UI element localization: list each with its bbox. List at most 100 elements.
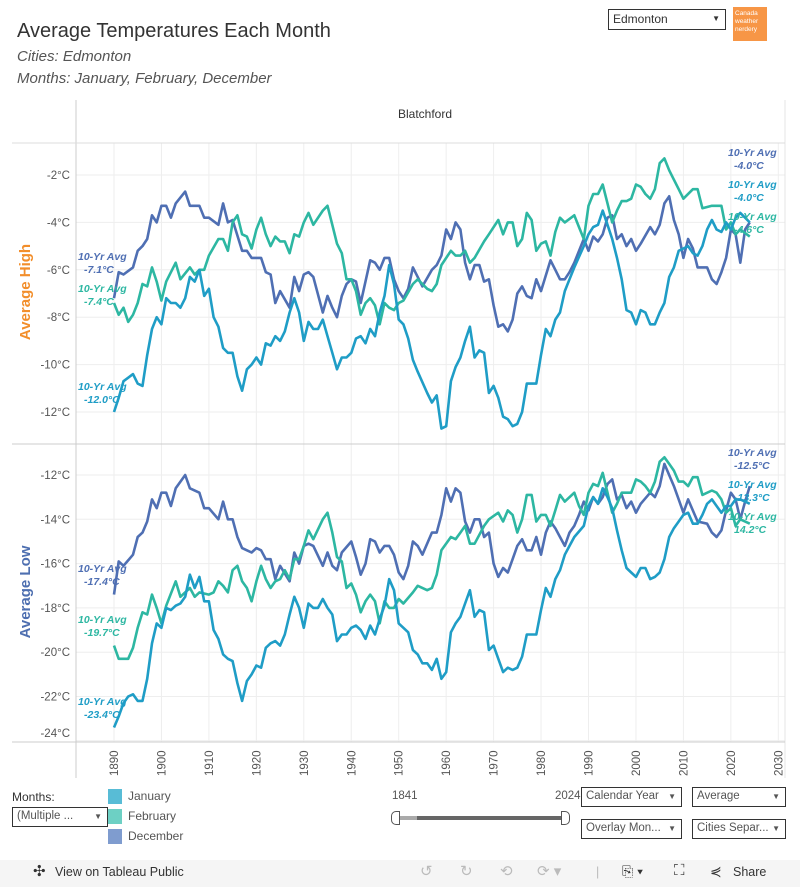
avg-value-start: -7.4°C	[84, 296, 114, 308]
y-tick-label: -14°C	[40, 514, 70, 526]
series-line-december	[112, 462, 752, 595]
y-tick-label: -2°C	[47, 170, 70, 182]
avg-value-end: -4.0°C	[734, 160, 764, 172]
avg-value-end: -4.0°C	[734, 192, 764, 204]
y-tick-label: -8°C	[47, 312, 70, 324]
y-tick-label: -6°C	[47, 265, 70, 277]
x-tick-label: 2030	[773, 750, 785, 776]
share-button[interactable]: Share	[733, 865, 767, 879]
months-filter-label: Months:	[12, 790, 55, 804]
y-tick-label: -12°C	[40, 407, 70, 419]
chevron-down-icon: ▼	[712, 14, 720, 23]
redo-icon[interactable]: ↻	[460, 863, 473, 880]
series-line-february	[112, 456, 751, 661]
y-tick-label: -20°C	[40, 647, 70, 659]
logo[interactable]: Canada weather nerdery	[733, 7, 767, 41]
calendar-dropdown[interactable]: Calendar Year ▼	[581, 787, 682, 807]
undo-icon[interactable]: ↺	[420, 863, 433, 880]
avg-label-start: 10-Yr Avg	[78, 381, 127, 393]
cities-dropdown[interactable]: Cities Separ... ▼	[692, 819, 786, 839]
x-tick-label: 1910	[204, 750, 216, 776]
months-dropdown-value: (Multiple ...	[17, 810, 74, 822]
legend-swatch	[108, 789, 122, 805]
x-tick-label: 1970	[489, 750, 501, 776]
avg-value-start: -7.1°C	[84, 264, 114, 276]
slider-handle-min[interactable]	[391, 811, 400, 825]
gridlines	[76, 143, 785, 742]
series-line-february	[112, 157, 751, 326]
axes: -2°C -4°C -6°C -8°C -10°C -12°C Average High -1…	[17, 170, 785, 776]
avg-value-start: -23.4°C	[84, 709, 120, 721]
legend-item-january[interactable]: January	[108, 789, 171, 805]
share-icon[interactable]: ⋞	[710, 863, 722, 879]
avg-label-start: 10-Yr Avg	[78, 614, 127, 626]
aggregate-dropdown[interactable]: Average ▼	[692, 787, 786, 807]
avg-value-end: -4.6°C	[734, 224, 764, 236]
avg-label-end: 10-Yr Avg	[728, 147, 777, 159]
city-dropdown-value: Edmonton	[613, 12, 668, 26]
x-tick-label: 1940	[346, 750, 358, 776]
x-tick-label: 1980	[536, 750, 548, 776]
avg-label-start: 10-Yr Avg	[78, 563, 127, 575]
avg-label-end: 10-Yr Avg	[728, 179, 777, 191]
legend-label: December	[128, 829, 184, 843]
cities-dropdown-value: Cities Separ...	[697, 822, 769, 834]
avg-value-start: -12.0°C	[84, 394, 120, 406]
page-title: Average Temperatures Each Month	[17, 20, 331, 42]
overlay-dropdown-value: Overlay Mon...	[586, 822, 661, 834]
cities-subtitle: Cities: Edmonton	[17, 48, 132, 65]
avg-value-end: 14.2°C	[734, 524, 767, 536]
toolbar: ✣ View on Tableau Public ↺ ↻ ⟲ ⟳ ▾ | ⎘ ▾…	[0, 860, 800, 887]
legend-swatch	[108, 809, 122, 825]
avg-label-start: 10-Yr Avg	[78, 283, 127, 295]
avg-label-start: 10-Yr Avg	[78, 696, 127, 708]
year-slider-track[interactable]	[397, 816, 565, 820]
y-axis-title: Average High	[17, 244, 34, 340]
y-tick-label: -10°C	[40, 360, 70, 372]
chart-frame	[12, 100, 786, 778]
panel-header: Blatchford	[398, 107, 452, 121]
x-tick-label: 1920	[251, 750, 263, 776]
x-tick-label: 2020	[726, 750, 738, 776]
months-dropdown[interactable]: (Multiple ... ▼	[12, 807, 108, 827]
avg-label-end: 10-Yr Avg	[728, 511, 777, 523]
chevron-down-icon: ▼	[94, 812, 102, 821]
x-tick-label: 1960	[441, 750, 453, 776]
series-line-january	[112, 209, 751, 430]
tableau-icon: ✣	[33, 863, 46, 880]
y-tick-label: -22°C	[40, 692, 70, 704]
avg-label-end: 10-Yr Avg	[728, 211, 777, 223]
legend-item-february[interactable]: February	[108, 809, 176, 825]
slider-min-value: 1841	[392, 790, 418, 802]
overlay-dropdown[interactable]: Overlay Mon... ▼	[581, 819, 682, 839]
view-on-tableau-public-link[interactable]: View on Tableau Public	[55, 865, 184, 879]
series-lines	[112, 157, 752, 729]
series-line-january	[112, 487, 751, 729]
calendar-dropdown-value: Calendar Year	[586, 790, 659, 802]
y-tick-label: -18°C	[40, 603, 70, 615]
city-dropdown[interactable]: Edmonton ▼	[608, 9, 726, 30]
fullscreen-icon[interactable]: ⛶	[674, 862, 685, 879]
revert-icon[interactable]: ⟲	[500, 863, 513, 880]
aggregate-dropdown-value: Average	[697, 790, 740, 802]
slider-max-value: 2024	[555, 790, 581, 802]
series-labels: 10-Yr Avg-7.1°C10-Yr Avg-4.0°C10-Yr Avg-…	[78, 147, 777, 721]
x-tick-label: 1930	[299, 750, 311, 776]
slider-handle-max[interactable]	[561, 811, 570, 825]
chevron-down-icon: ▼	[772, 792, 780, 801]
avg-value-end: -13.3°C	[734, 492, 770, 504]
refresh-icon[interactable]: ⟳ ▾	[537, 863, 562, 880]
avg-value-start: -19.7°C	[84, 627, 120, 639]
x-tick-label: 2000	[631, 750, 643, 776]
toolbar-divider: |	[596, 865, 600, 879]
legend-label: January	[128, 789, 171, 803]
chevron-down-icon: ▼	[668, 792, 676, 801]
x-tick-label: 1950	[394, 750, 406, 776]
download-icon[interactable]: ⎘ ▾	[622, 863, 643, 879]
legend-label: February	[128, 809, 177, 823]
legend-swatch	[108, 829, 122, 845]
x-tick-label: 2010	[678, 750, 690, 776]
legend-item-december[interactable]: December	[108, 829, 183, 845]
x-tick-label: 1890	[109, 750, 121, 776]
avg-value-end: -12.5°C	[734, 460, 770, 472]
